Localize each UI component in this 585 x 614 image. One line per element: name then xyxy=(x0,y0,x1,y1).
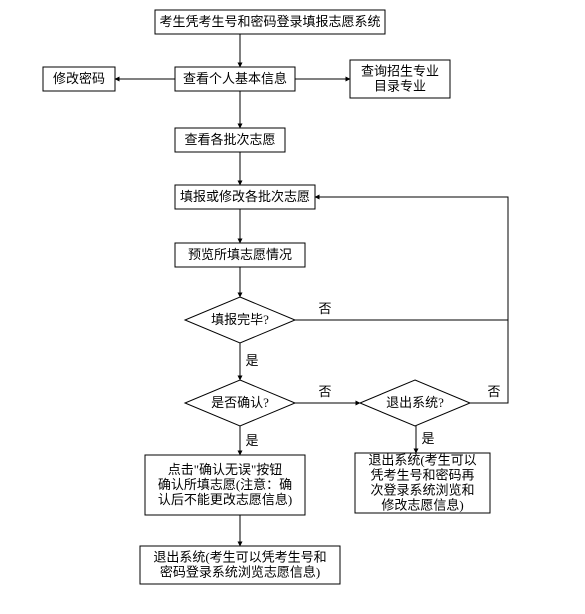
flowchart-canvas: 是否是否是否考生凭考生号和密码登录填报志愿系统查看个人基本信息修改密码查询招生专… xyxy=(0,0,585,614)
node-n3: 修改密码 xyxy=(43,67,115,91)
node-text-n8-2: 认后不能更改志愿信息) xyxy=(158,492,292,507)
node-d3: 退出系统? xyxy=(360,380,470,426)
edge-label-11: 是 xyxy=(421,431,434,446)
node-text-n4-0: 查询招生专业 xyxy=(361,63,439,78)
node-n10: 退出系统(考生可以凭考生号和密码登录系统浏览志愿信息) xyxy=(140,546,340,584)
node-text-n6-0: 填报或修改各批次志愿 xyxy=(180,189,310,204)
node-text-n3-0: 修改密码 xyxy=(53,71,105,86)
node-text-n4-1: 目录专业 xyxy=(374,78,426,93)
node-n5: 查看各批次志愿 xyxy=(175,128,285,152)
node-text-n7-0: 预览所填志愿情况 xyxy=(188,247,292,262)
node-text-n8-1: 确认所填志愿(注意：确 xyxy=(158,477,292,492)
node-n4: 查询招生专业目录专业 xyxy=(350,60,450,98)
node-d2: 是否确认? xyxy=(185,380,295,426)
node-text-n9-1: 凭考生号和密码再 xyxy=(370,467,474,482)
edge-12 xyxy=(470,197,508,403)
node-n6: 填报或修改各批次志愿 xyxy=(175,185,315,209)
node-n8: 点击"确认无误"按钮确认所填志愿(注意：确认后不能更改志愿信息) xyxy=(145,455,305,515)
node-n1: 考生凭考生号和密码登录填报志愿系统 xyxy=(155,10,385,34)
node-text-n2-0: 查看个人基本信息 xyxy=(183,71,287,86)
node-text-n10-1: 密码登录系统浏览志愿信息) xyxy=(160,564,320,579)
node-n2: 查看个人基本信息 xyxy=(175,67,295,91)
node-text-n9-2: 次登录系统浏览和 xyxy=(370,482,474,497)
edge-label-12: 否 xyxy=(487,384,500,399)
node-d1: 填报完毕? xyxy=(185,297,295,343)
edge-label-7: 是 xyxy=(245,353,258,368)
edge-label-9: 是 xyxy=(245,433,258,448)
edge-label-10: 否 xyxy=(318,384,331,399)
node-text-n10-0: 退出系统(考生可以凭考生号和 xyxy=(153,549,326,564)
node-text-n9-0: 退出系统(考生可以 xyxy=(368,452,476,467)
node-text-d2-0: 是否确认? xyxy=(211,395,269,410)
node-text-n1-0: 考生凭考生号和密码登录填报志愿系统 xyxy=(159,14,380,29)
edge-label-8: 否 xyxy=(318,301,331,316)
node-text-n8-0: 点击"确认无误"按钮 xyxy=(168,462,283,477)
node-text-n9-3: 修改志愿信息) xyxy=(381,497,463,512)
node-text-n5-0: 查看各批次志愿 xyxy=(184,132,275,147)
node-n9: 退出系统(考生可以凭考生号和密码再次登录系统浏览和修改志愿信息) xyxy=(355,452,490,513)
node-text-d3-0: 退出系统? xyxy=(386,395,444,410)
node-text-d1-0: 填报完毕? xyxy=(211,312,269,327)
node-n7: 预览所填志愿情况 xyxy=(175,243,305,267)
